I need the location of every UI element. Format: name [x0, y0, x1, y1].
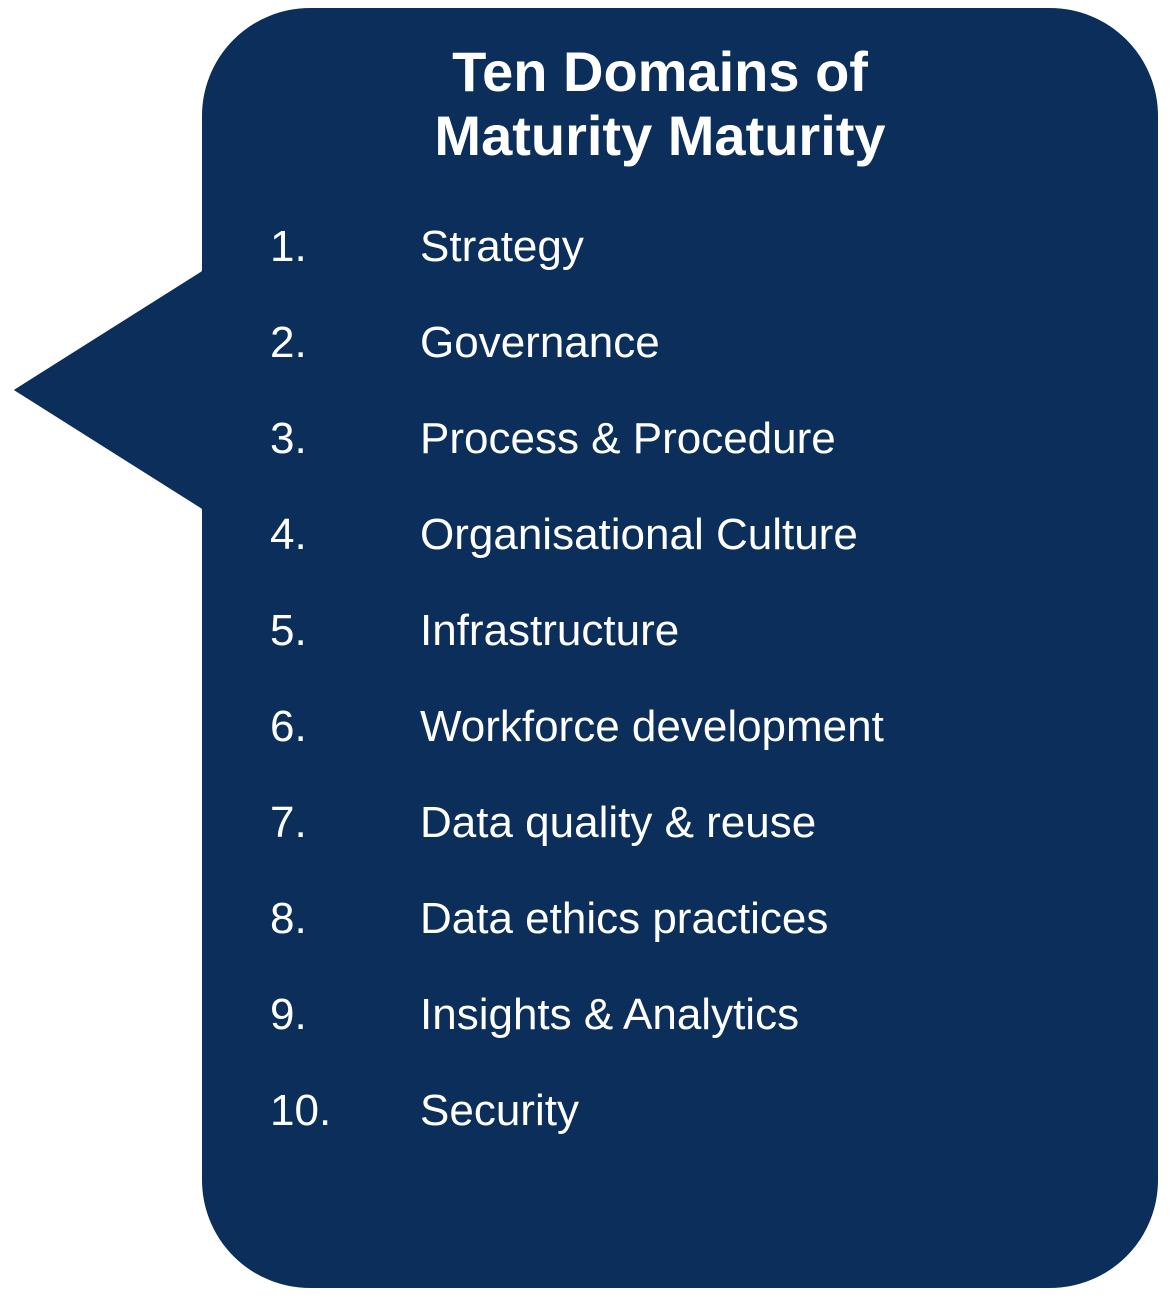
list-item: 4.Organisational Culture — [250, 487, 1070, 583]
list-item: 5.Infrastructure — [250, 583, 1070, 679]
list-item-number: 9. — [250, 993, 420, 1037]
list-item-number: 6. — [250, 705, 420, 749]
list-item: 3.Process & Procedure — [250, 391, 1070, 487]
callout-title: Ten Domains of Maturity Maturity — [250, 40, 1070, 169]
list-item-label: Insights & Analytics — [420, 993, 799, 1037]
title-line-1: Ten Domains of — [452, 40, 868, 103]
list-item: 9.Insights & Analytics — [250, 967, 1070, 1063]
list-item-label: Workforce development — [420, 705, 884, 749]
list-item-label: Security — [420, 1089, 579, 1133]
list-item-number: 3. — [250, 417, 420, 461]
list-item-label: Data quality & reuse — [420, 801, 816, 845]
callout-content: Ten Domains of Maturity Maturity 1.Strat… — [250, 40, 1070, 1159]
list-item: 6.Workforce development — [250, 679, 1070, 775]
list-item-label: Infrastructure — [420, 609, 679, 653]
list-item-number: 8. — [250, 897, 420, 941]
domain-list: 1.Strategy2.Governance3.Process & Proced… — [250, 199, 1070, 1159]
list-item-label: Strategy — [420, 225, 584, 269]
list-item-number: 1. — [250, 225, 420, 269]
list-item-label: Data ethics practices — [420, 897, 828, 941]
title-line-2: Maturity Maturity — [434, 104, 885, 167]
list-item: 2.Governance — [250, 295, 1070, 391]
list-item-number: 7. — [250, 801, 420, 845]
list-item-number: 2. — [250, 321, 420, 365]
list-item-label: Organisational Culture — [420, 513, 858, 557]
list-item: 7.Data quality & reuse — [250, 775, 1070, 871]
list-item-label: Process & Procedure — [420, 417, 836, 461]
infographic-callout: Ten Domains of Maturity Maturity 1.Strat… — [0, 0, 1170, 1298]
list-item: 1.Strategy — [250, 199, 1070, 295]
list-item-number: 5. — [250, 609, 420, 653]
list-item-number: 10. — [250, 1089, 420, 1133]
list-item: 10.Security — [250, 1063, 1070, 1159]
list-item: 8.Data ethics practices — [250, 871, 1070, 967]
list-item-number: 4. — [250, 513, 420, 557]
list-item-label: Governance — [420, 321, 660, 365]
